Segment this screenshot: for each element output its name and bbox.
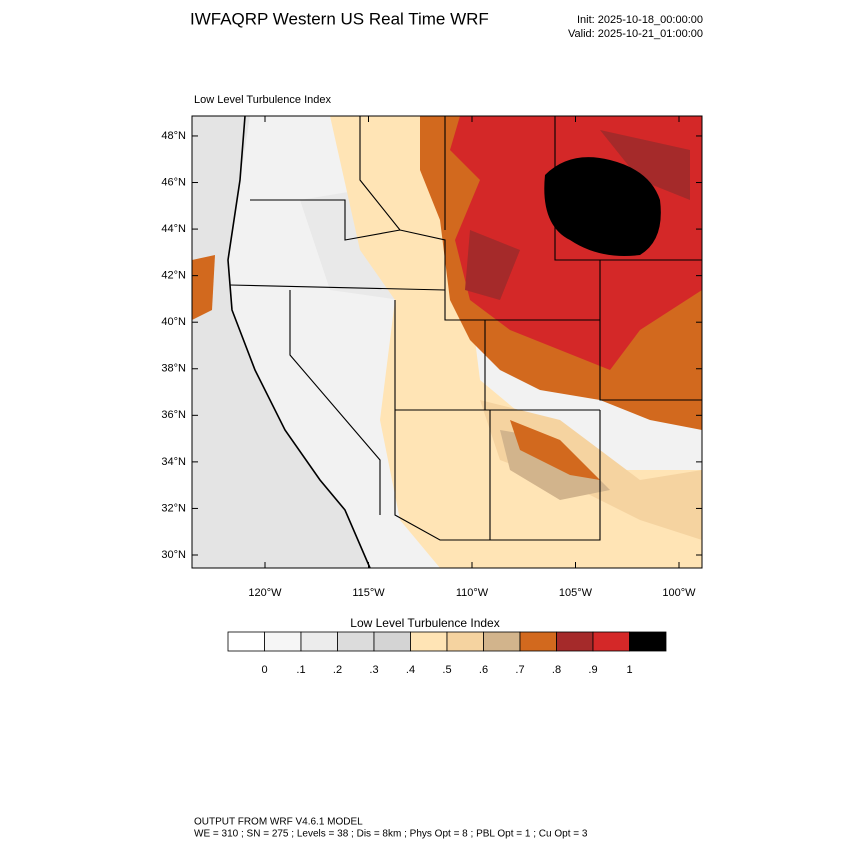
colorbar-box (300, 631, 338, 652)
colorbar-box (264, 631, 302, 652)
lat-tick-label: 36°N (161, 409, 186, 421)
colorbar-box (519, 631, 557, 652)
init-time: Init: 2025-10-18_00:00:00 (577, 14, 703, 26)
colorbar-tick-label: .4 (406, 664, 415, 676)
colorbar-box (227, 631, 265, 652)
colorbar-box (373, 631, 411, 652)
colorbar-tick-label: .5 (442, 664, 451, 676)
colorbar-box (446, 631, 484, 652)
lon-tick-label: 100°W (662, 587, 696, 599)
lat-tick-label: 44°N (161, 223, 186, 235)
title: IWFAQRP Western US Real Time WRF (190, 9, 489, 28)
footer-line: OUTPUT FROM WRF V4.6.1 MODEL (194, 817, 363, 828)
colorbar-box (483, 631, 521, 652)
valid-time: Valid: 2025-10-21_01:00:00 (568, 28, 703, 40)
lon-tick-label: 110°W (456, 587, 489, 599)
lat-tick-label: 48°N (161, 130, 186, 142)
map-frame (191, 115, 703, 569)
colorbar-tick-label: .2 (333, 664, 342, 676)
colorbar-box (410, 631, 448, 652)
lat-tick-label: 30°N (161, 549, 186, 561)
colorbar-tick-label: 0 (261, 664, 267, 676)
colorbar-tick-label: .9 (588, 664, 597, 676)
colorbar-box (592, 631, 630, 652)
lat-tick-label: 40°N (161, 316, 186, 328)
lon-tick-label: 120°W (248, 587, 282, 599)
colorbar-title: Low Level Turbulence Index (350, 616, 499, 630)
lon-tick-label: 105°W (559, 587, 593, 599)
colorbar-box (337, 631, 375, 652)
colorbar-box (556, 631, 594, 652)
colorbar-box (629, 631, 667, 652)
colorbar-tick-label: .8 (552, 664, 561, 676)
lat-tick-label: 34°N (161, 456, 186, 468)
map-subtitle: Low Level Turbulence Index (194, 94, 331, 106)
colorbar-tick-label: .3 (369, 664, 378, 676)
colorbar-tick-label: 1 (626, 664, 632, 676)
colorbar-tick-label: .6 (479, 664, 488, 676)
map-field (192, 116, 702, 568)
lon-tick-label: 115°W (352, 587, 385, 599)
footer-line: WE = 310 ; SN = 275 ; Levels = 38 ; Dis … (194, 829, 588, 840)
lat-tick-label: 38°N (161, 363, 186, 375)
colorbar-tick-label: .7 (515, 664, 524, 676)
lat-tick-label: 42°N (161, 270, 186, 282)
lat-tick-label: 32°N (161, 502, 186, 514)
lat-tick-label: 46°N (161, 176, 186, 188)
colorbar-tick-label: .1 (296, 664, 305, 676)
